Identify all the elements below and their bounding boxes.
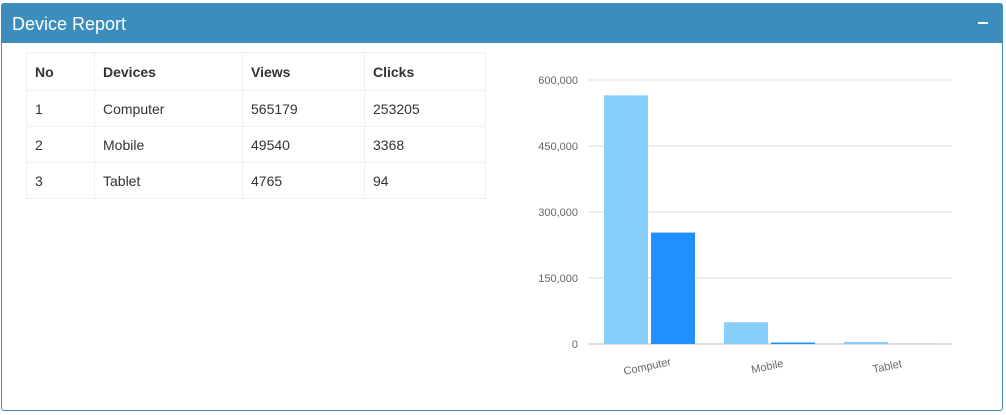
y-tick-label: 150,000	[538, 273, 578, 285]
column-header-devices: Devices	[94, 52, 243, 91]
cell-no: 3	[26, 162, 95, 199]
x-tick-label: Tablet	[872, 358, 903, 376]
table-row: 3 Tablet 4765 94	[26, 162, 486, 199]
device-bar-chart: 0 150,000 300,000 450,000 600,000 Computer Mob…	[538, 75, 952, 378]
cell-no: 2	[26, 126, 95, 163]
cell-device: Tablet	[94, 162, 243, 199]
bar	[604, 95, 648, 344]
y-tick-label: 300,000	[538, 207, 578, 219]
cell-no: 1	[26, 90, 95, 127]
device-report-table: No Devices Views Clicks 1 Computer 56517…	[26, 52, 486, 199]
panel-header: Device Report	[2, 4, 1002, 43]
table-header-row: No Devices Views Clicks	[26, 52, 486, 91]
cell-clicks: 253205	[364, 90, 486, 127]
y-tick-label: 450,000	[538, 141, 578, 153]
column-header-clicks: Clicks	[364, 52, 486, 91]
table-row: 2 Mobile 49540 3368	[26, 126, 486, 163]
column-header-no: No	[26, 52, 95, 91]
y-tick-label: 600,000	[538, 75, 578, 87]
cell-views: 49540	[242, 126, 365, 163]
bar	[771, 342, 815, 344]
cell-device: Computer	[94, 90, 243, 127]
panel-title: Device Report	[12, 14, 127, 34]
bar	[651, 232, 695, 344]
column-header-views: Views	[242, 52, 365, 91]
bar	[724, 322, 768, 344]
cell-clicks: 3368	[364, 126, 486, 163]
table-row: 1 Computer 565179 253205	[26, 90, 486, 127]
minus-icon[interactable]	[976, 12, 990, 34]
cell-views: 565179	[242, 90, 365, 127]
cell-views: 4765	[242, 162, 365, 199]
bar	[844, 341, 888, 344]
cell-clicks: 94	[364, 162, 486, 199]
x-tick-label: Computer	[623, 356, 673, 378]
y-tick-label: 0	[572, 339, 578, 351]
cell-device: Mobile	[94, 126, 243, 163]
x-tick-label: Mobile	[750, 358, 784, 376]
